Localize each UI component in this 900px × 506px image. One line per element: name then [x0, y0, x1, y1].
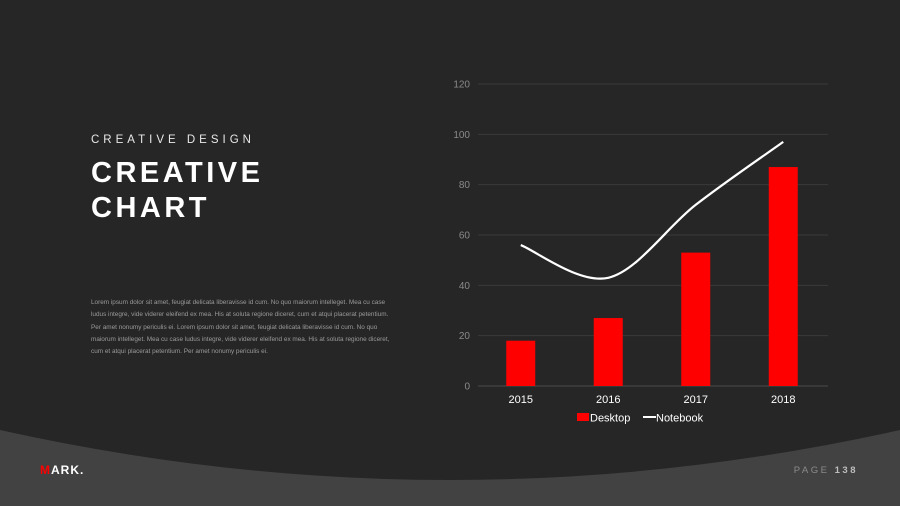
logo-rest: ARK. — [51, 463, 85, 477]
y-tick-label: 80 — [459, 180, 471, 191]
x-tick-label: 2015 — [509, 394, 533, 406]
logo: MARK. — [40, 463, 84, 477]
body-text: Lorem ipsum dolor sit amet, feugiat deli… — [91, 299, 390, 356]
legend-desktop-swatch — [577, 413, 589, 421]
title-line-1: CREATIVE — [91, 157, 264, 189]
title-line-2: CHART — [91, 192, 210, 224]
y-tick-label: 20 — [459, 331, 471, 342]
line-notebook — [520, 140, 784, 280]
bar-desktop — [768, 167, 798, 386]
page-number: PAGE 138 — [794, 465, 858, 476]
y-tick-label: 120 — [453, 80, 470, 91]
x-tick-label: 2018 — [771, 394, 795, 406]
slide-title: CREATIVE CHART — [91, 156, 263, 226]
y-tick-label: 40 — [459, 281, 471, 292]
bar-desktop — [593, 318, 623, 386]
legend-notebook-label: Notebook — [656, 413, 704, 425]
x-tick-label: 2017 — [684, 394, 708, 406]
page-number-value: 138 — [834, 465, 858, 476]
page-label: PAGE — [793, 465, 830, 476]
y-tick-label: 100 — [453, 130, 470, 141]
bar-desktop — [681, 252, 711, 386]
legend-desktop-label: Desktop — [590, 413, 630, 425]
bar-desktop — [506, 340, 536, 386]
y-tick-label: 0 — [464, 382, 470, 393]
y-tick-label: 60 — [459, 231, 471, 242]
slide-subtitle: CREATIVE DESIGN — [91, 134, 255, 146]
x-tick-label: 2016 — [596, 394, 620, 406]
logo-initial: M — [40, 463, 51, 477]
